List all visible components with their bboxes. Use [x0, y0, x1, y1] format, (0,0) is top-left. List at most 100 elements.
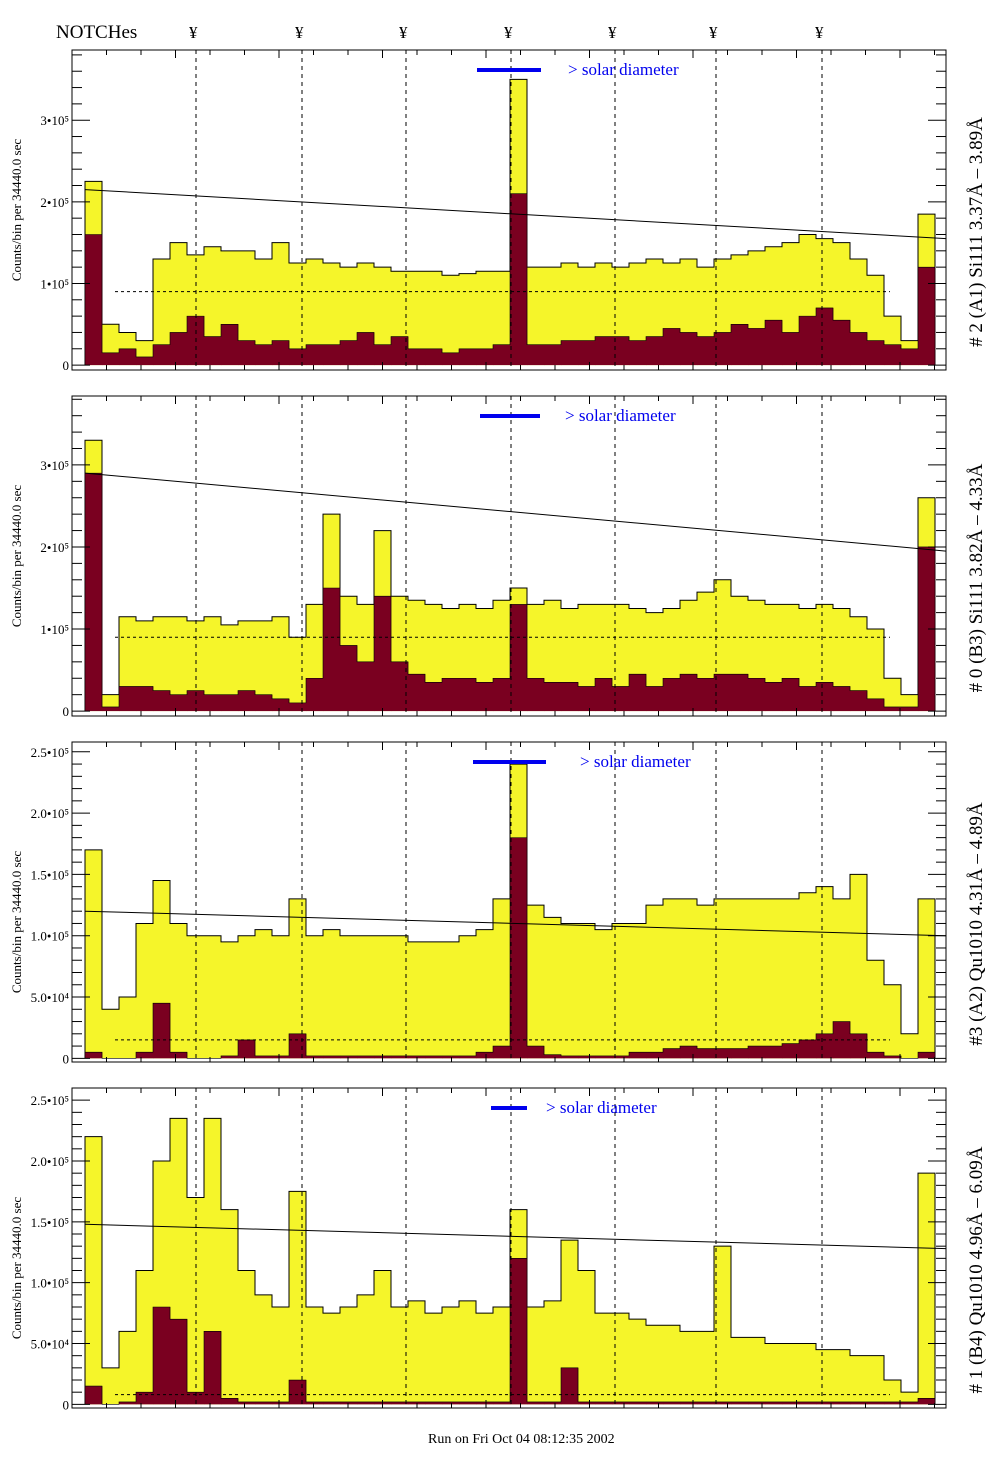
- selected-bar: [527, 678, 545, 712]
- selected-bar: [238, 690, 256, 712]
- y-tick-label: 1.0•10⁵: [31, 1276, 69, 1291]
- total-bar: [629, 1319, 647, 1405]
- selected-bar: [272, 698, 290, 712]
- total-bar: [289, 637, 307, 712]
- total-bar: [612, 1313, 630, 1405]
- selected-bar: [170, 1319, 188, 1405]
- selected-bar: [255, 344, 273, 366]
- total-bar: [425, 1313, 443, 1405]
- selected-bar: [204, 1331, 222, 1405]
- total-bar: [748, 898, 766, 1059]
- selected-bar: [850, 690, 868, 712]
- total-bar: [170, 923, 188, 1059]
- solar-diameter-label: > solar diameter: [565, 406, 676, 425]
- total-bar: [408, 271, 426, 366]
- total-bar: [153, 258, 171, 366]
- selected-bar: [170, 1052, 188, 1059]
- selected-bar: [833, 320, 851, 366]
- selected-bar: [663, 328, 681, 366]
- total-bar: [306, 1307, 324, 1405]
- plot-frame: [71, 49, 947, 371]
- selected-bar: [391, 1055, 409, 1059]
- total-bar: [289, 1191, 307, 1405]
- selected-bar: [629, 1052, 647, 1059]
- total-bar: [323, 1313, 341, 1405]
- y-tick-label: 0: [63, 358, 70, 373]
- selected-bar: [391, 661, 409, 712]
- total-bar: [255, 258, 273, 366]
- selected-bar: [153, 1307, 171, 1405]
- selected-bar: [731, 1401, 749, 1405]
- total-bar: [255, 929, 273, 1059]
- total-bar: [357, 1294, 375, 1405]
- total-bar: [748, 1337, 766, 1405]
- selected-bar: [629, 674, 647, 712]
- selected-bar: [323, 588, 341, 712]
- selected-bar: [476, 1401, 494, 1405]
- total-bar: [306, 935, 324, 1059]
- selected-bar: [306, 1401, 324, 1405]
- selected-bar: [306, 344, 324, 366]
- y-tick-label: 1•10⁵: [40, 276, 69, 291]
- selected-bar: [714, 674, 732, 712]
- total-bar: [816, 886, 834, 1059]
- selected-outline: [84, 1258, 936, 1405]
- selected-bar: [527, 344, 545, 366]
- selected-bar: [561, 682, 579, 712]
- selected-bar: [833, 1401, 851, 1405]
- total-bar: [238, 935, 256, 1059]
- y-tick-label: 0: [63, 704, 70, 719]
- total-bar: [136, 1270, 154, 1405]
- total-bar: [765, 898, 783, 1059]
- total-bar: [493, 898, 511, 1059]
- total-bar: [680, 1331, 698, 1405]
- selected-bar: [884, 344, 902, 366]
- selected-bar: [663, 1048, 681, 1059]
- selected-bar: [595, 678, 613, 712]
- y-axis-label: Counts/bin per 34440.0 sec: [9, 851, 24, 993]
- selected-bar: [442, 1055, 460, 1059]
- selected-bar: [272, 340, 290, 366]
- total-bar: [119, 1331, 137, 1405]
- selected-bar: [119, 348, 137, 366]
- trend-line: [84, 472, 947, 552]
- total-bar: [612, 604, 630, 712]
- selected-outline: [84, 193, 936, 366]
- selected-bar: [357, 661, 375, 712]
- total-bar: [374, 935, 392, 1059]
- selected-bar: [918, 1398, 936, 1405]
- selected-bar: [136, 1052, 154, 1059]
- total-bar: [867, 629, 885, 712]
- selected-bar: [153, 690, 171, 712]
- selected-bar: [136, 356, 154, 366]
- selected-bar: [340, 1401, 358, 1405]
- total-bar: [187, 935, 205, 1059]
- selected-bar: [544, 1054, 562, 1059]
- selected-bar: [595, 336, 613, 366]
- selected-bar: [748, 678, 766, 712]
- selected-bar: [663, 678, 681, 712]
- total-bar: [272, 616, 290, 712]
- selected-bar: [697, 1048, 715, 1059]
- total-bar: [170, 616, 188, 712]
- y-tick-label: 2•10⁵: [40, 195, 69, 210]
- total-outline: [84, 78, 936, 366]
- selected-bar: [221, 1055, 239, 1059]
- total-bar: [238, 250, 256, 366]
- selected-bar: [748, 1046, 766, 1059]
- total-bar: [833, 1349, 851, 1405]
- selected-bar: [102, 706, 120, 712]
- y-tick-label: 2.5•10⁵: [31, 1093, 69, 1108]
- selected-bar: [459, 1401, 477, 1405]
- total-bar: [612, 923, 630, 1059]
- selected-bar: [782, 332, 800, 366]
- selected-bar: [136, 1392, 154, 1405]
- selected-bar: [102, 352, 120, 366]
- total-bar: [561, 263, 579, 366]
- y-axis-label: Counts/bin per 34440.0 sec: [9, 1197, 24, 1339]
- selected-bar: [544, 682, 562, 712]
- selected-bar: [493, 1401, 511, 1405]
- selected-bar: [289, 702, 307, 712]
- selected-bar: [391, 1401, 409, 1405]
